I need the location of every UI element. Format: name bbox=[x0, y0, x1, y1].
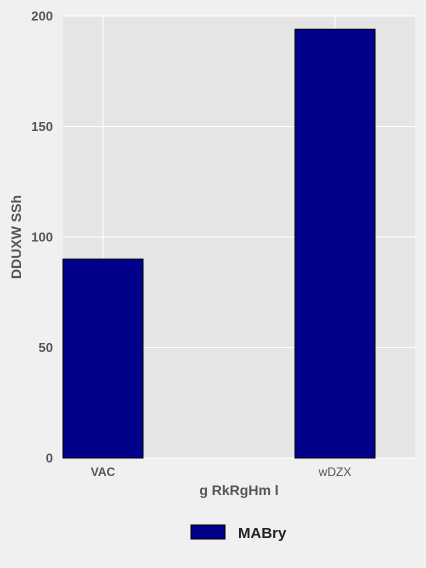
legend: MABry bbox=[190, 524, 287, 542]
x-tick-label: VAC bbox=[91, 465, 116, 479]
y-axis-title: DDUXW SSh bbox=[8, 195, 24, 279]
y-tick-label: 150 bbox=[31, 119, 53, 134]
legend-label: MABry bbox=[238, 525, 287, 542]
y-tick-labels: 0 50 100 150 200 bbox=[31, 9, 53, 466]
x-tick-labels: VAC wDZX bbox=[91, 465, 352, 479]
bar-wdzx bbox=[294, 28, 376, 459]
bars bbox=[62, 28, 376, 459]
y-tick-label: 0 bbox=[46, 451, 53, 466]
x-tick-label: wDZX bbox=[318, 465, 352, 479]
y-tick-label: 100 bbox=[31, 230, 53, 245]
y-tick-label: 50 bbox=[39, 340, 53, 355]
bar-vac bbox=[62, 258, 144, 459]
legend-swatch bbox=[190, 524, 226, 540]
x-axis-title: g RkRgHm l bbox=[199, 482, 278, 498]
y-tick-label: 200 bbox=[31, 9, 53, 24]
